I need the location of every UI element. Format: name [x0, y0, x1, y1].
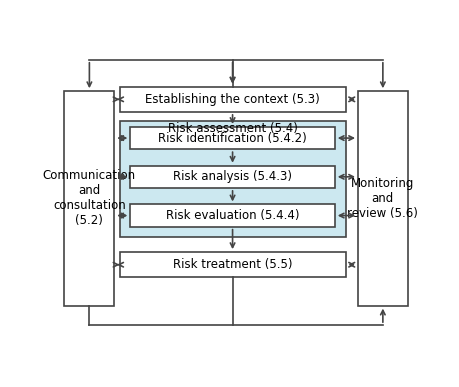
Bar: [130, 166, 335, 188]
Text: Risk evaluation (5.4.4): Risk evaluation (5.4.4): [166, 209, 299, 222]
Bar: [120, 121, 346, 237]
Text: Risk assessment (5.4): Risk assessment (5.4): [168, 122, 297, 135]
Text: Communication
and
consultation
(5.2): Communication and consultation (5.2): [43, 170, 136, 228]
Bar: [120, 87, 346, 112]
Bar: [65, 91, 114, 306]
Text: Risk identification (5.4.2): Risk identification (5.4.2): [158, 132, 307, 145]
Bar: [130, 127, 335, 149]
Bar: [120, 252, 346, 277]
Text: Establishing the context (5.3): Establishing the context (5.3): [145, 93, 320, 106]
Text: Monitoring
and
review (5.6): Monitoring and review (5.6): [347, 177, 418, 220]
Bar: [130, 204, 335, 227]
Text: Risk analysis (5.4.3): Risk analysis (5.4.3): [173, 170, 292, 183]
Bar: [358, 91, 408, 306]
Text: Risk treatment (5.5): Risk treatment (5.5): [173, 258, 292, 271]
